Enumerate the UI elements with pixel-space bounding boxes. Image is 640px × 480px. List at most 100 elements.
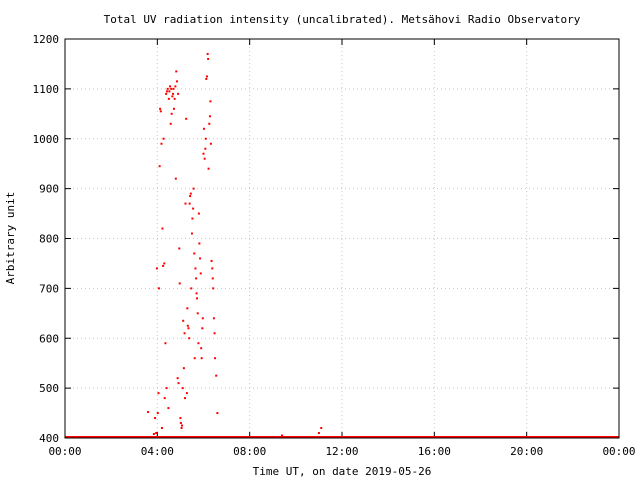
data-point bbox=[157, 392, 160, 395]
data-point bbox=[197, 342, 200, 345]
y-tick-label: 1100 bbox=[33, 83, 60, 96]
data-point bbox=[174, 85, 177, 88]
data-point bbox=[184, 397, 187, 400]
data-point bbox=[199, 272, 202, 275]
data-point bbox=[204, 137, 207, 140]
data-point bbox=[197, 212, 200, 215]
data-point bbox=[167, 407, 170, 410]
data-point bbox=[205, 75, 208, 78]
data-point bbox=[157, 287, 160, 290]
data-point bbox=[156, 412, 159, 415]
data-point bbox=[209, 100, 212, 103]
data-point bbox=[173, 97, 176, 100]
data-point bbox=[189, 192, 192, 195]
data-point bbox=[189, 195, 192, 198]
data-point bbox=[207, 167, 210, 170]
y-tick-label: 700 bbox=[39, 282, 59, 295]
data-point bbox=[158, 165, 161, 168]
data-point bbox=[203, 157, 206, 160]
data-point bbox=[154, 417, 157, 420]
data-point bbox=[186, 324, 189, 327]
data-point bbox=[166, 90, 169, 93]
data-point bbox=[168, 90, 171, 93]
data-point bbox=[165, 387, 168, 390]
data-point bbox=[182, 319, 185, 322]
data-point bbox=[212, 317, 215, 320]
data-point bbox=[183, 332, 186, 335]
data-point bbox=[198, 242, 201, 245]
data-point bbox=[184, 202, 187, 205]
data-point bbox=[169, 85, 172, 88]
data-point bbox=[205, 77, 208, 80]
data-point bbox=[188, 202, 191, 205]
data-point bbox=[175, 70, 178, 73]
data-point bbox=[204, 147, 207, 150]
data-point bbox=[207, 57, 210, 60]
y-tick-label: 1200 bbox=[33, 33, 60, 46]
data-point bbox=[193, 252, 196, 255]
data-point bbox=[195, 292, 198, 295]
data-point bbox=[176, 377, 179, 380]
data-point bbox=[209, 142, 212, 145]
data-point bbox=[190, 232, 193, 235]
data-point bbox=[163, 397, 166, 400]
data-point bbox=[211, 277, 214, 280]
data-point bbox=[170, 112, 173, 115]
data-point bbox=[210, 259, 213, 262]
data-point bbox=[216, 412, 219, 415]
data-point bbox=[211, 267, 214, 270]
data-point bbox=[317, 432, 320, 435]
data-points bbox=[147, 52, 323, 437]
data-point bbox=[202, 152, 205, 155]
data-point bbox=[208, 115, 211, 118]
data-point bbox=[180, 427, 183, 430]
x-tick-label: 04:00 bbox=[141, 445, 174, 458]
y-tick-label: 400 bbox=[39, 432, 59, 445]
y-tick-label: 800 bbox=[39, 233, 59, 246]
chart-title: Total UV radiation intensity (uncalibrat… bbox=[104, 13, 581, 26]
data-point bbox=[161, 227, 164, 230]
data-point bbox=[179, 417, 182, 420]
data-point bbox=[192, 187, 195, 190]
data-point bbox=[174, 177, 177, 180]
data-point bbox=[195, 277, 198, 280]
data-point bbox=[185, 117, 188, 120]
data-point bbox=[167, 97, 170, 100]
data-point bbox=[200, 347, 203, 350]
data-point bbox=[159, 107, 162, 110]
data-point bbox=[177, 382, 180, 385]
data-point bbox=[200, 357, 203, 360]
x-tick-label: 20:00 bbox=[510, 445, 543, 458]
data-point bbox=[155, 432, 158, 435]
y-tick-label: 900 bbox=[39, 183, 59, 196]
x-axis-ticks: 00:00 04:00 08:00 12:00 16:00 20:00 00:00 bbox=[48, 39, 636, 458]
y-axis-label: Arbitrary unit bbox=[4, 192, 17, 285]
x-tick-label: 00:00 bbox=[602, 445, 635, 458]
y-axis-ticks: 400 500 600 700 800 900 1000 1100 1200 bbox=[33, 33, 619, 445]
data-point bbox=[162, 137, 165, 140]
data-point bbox=[171, 95, 174, 98]
data-point bbox=[185, 392, 188, 395]
data-point bbox=[181, 387, 184, 390]
data-point bbox=[201, 317, 204, 320]
data-point bbox=[213, 332, 216, 335]
data-point bbox=[160, 142, 163, 145]
data-point bbox=[194, 267, 197, 270]
data-point bbox=[172, 92, 175, 95]
x-axis-label: Time UT, on date 2019-05-26 bbox=[253, 465, 432, 478]
x-tick-label: 12:00 bbox=[325, 445, 358, 458]
data-point bbox=[169, 122, 172, 125]
data-point bbox=[186, 307, 189, 310]
data-point bbox=[160, 427, 163, 430]
data-point bbox=[215, 374, 218, 377]
plot-frame bbox=[64, 38, 620, 439]
data-point bbox=[181, 424, 184, 427]
x-tick-label: 16:00 bbox=[418, 445, 451, 458]
data-point bbox=[164, 342, 167, 345]
data-point bbox=[152, 433, 155, 436]
y-tick-label: 500 bbox=[39, 382, 59, 395]
y-tick-label: 600 bbox=[39, 332, 59, 345]
data-point bbox=[208, 122, 211, 125]
data-point bbox=[147, 411, 150, 414]
